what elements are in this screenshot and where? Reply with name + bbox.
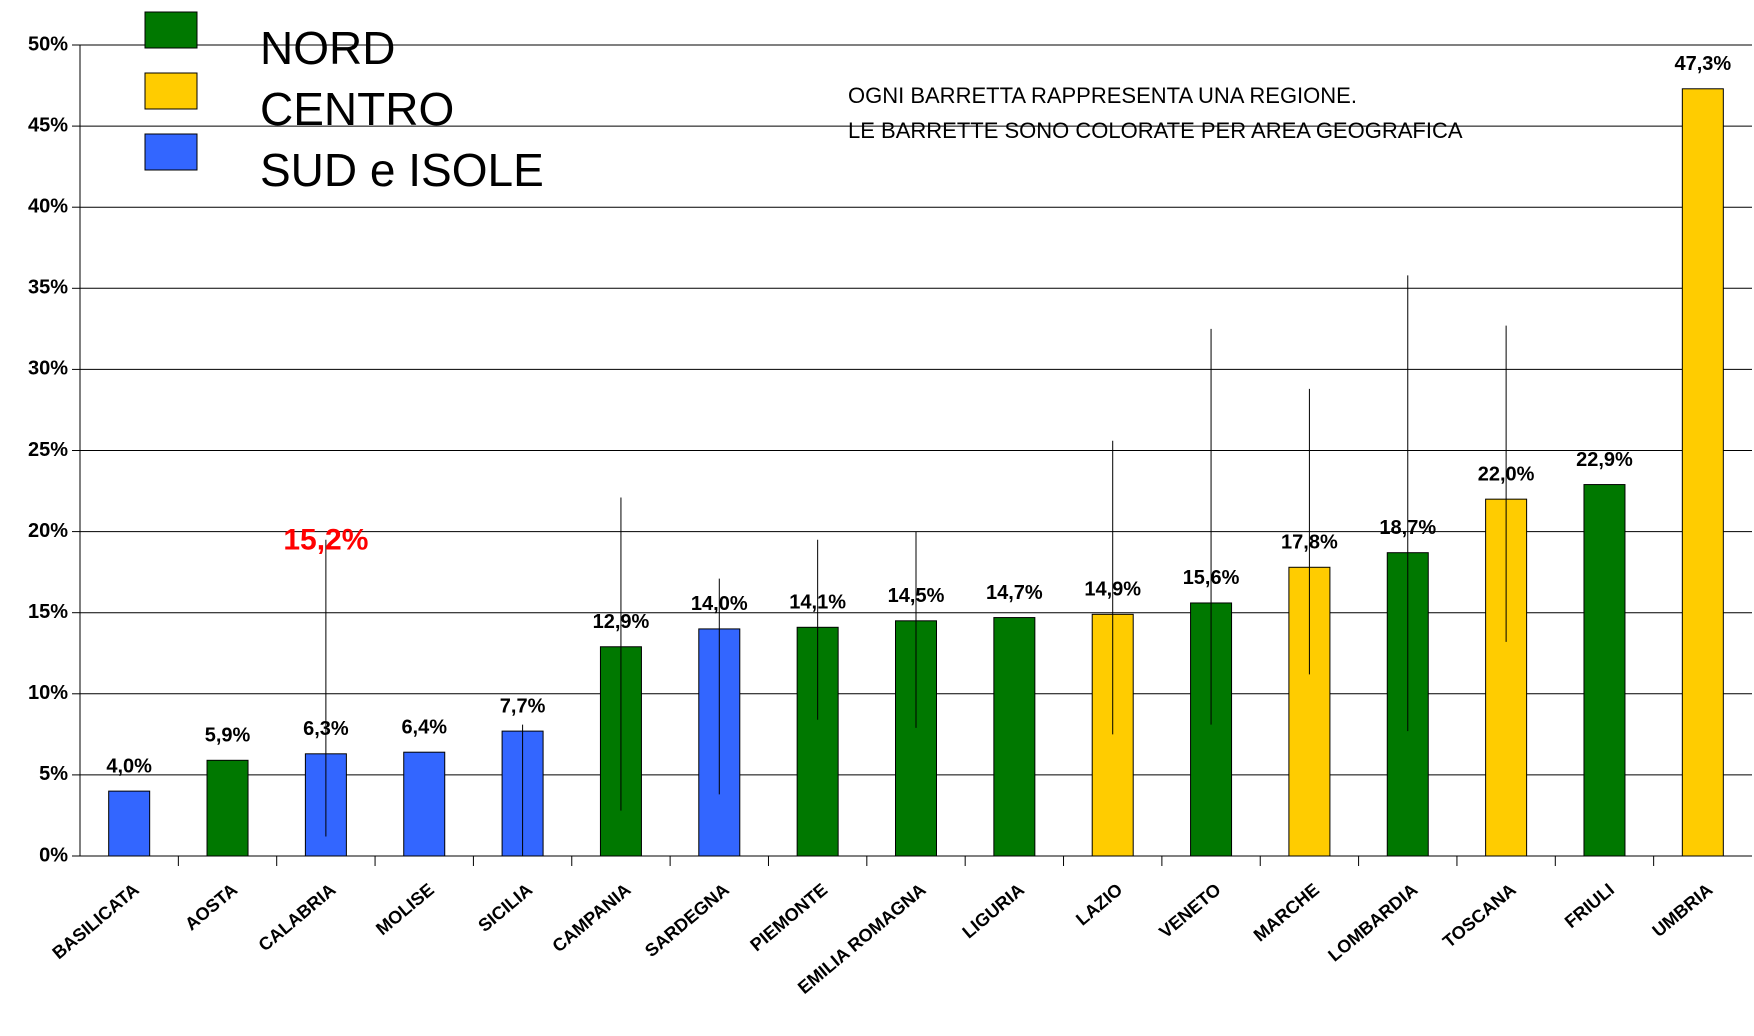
bar: [993, 617, 1036, 857]
y-tick-label: 40%: [28, 195, 68, 217]
bar: [1681, 88, 1724, 857]
x-tick-label: UMBRIA: [1648, 879, 1716, 941]
legend-label: CENTRO: [260, 83, 454, 135]
x-tick-label: CAMPANIA: [548, 879, 634, 956]
y-tick-label: 25%: [28, 439, 68, 461]
x-tick-label: BASILICATA: [48, 879, 142, 963]
data-label: 47,3%: [1674, 53, 1731, 75]
y-tick-label: 15%: [28, 601, 68, 623]
y-tick-label: 10%: [28, 682, 68, 704]
x-tick-label: SICILIA: [474, 879, 536, 935]
highlight-label: 15,2%: [283, 524, 368, 557]
data-label: 7,7%: [500, 695, 546, 717]
data-label: 5,9%: [205, 725, 251, 747]
x-tick-label: PIEMONTE: [746, 879, 831, 955]
bar: [108, 790, 151, 857]
legend-label: SUD e ISOLE: [260, 144, 544, 196]
data-label: 22,9%: [1576, 449, 1633, 471]
legend-swatch: [144, 72, 198, 110]
legend-swatch: [144, 133, 198, 171]
x-tick-label: LOMBARDIA: [1324, 879, 1421, 965]
x-tick-label: FRIULI: [1561, 879, 1618, 932]
x-tick-label: LIGURIA: [958, 879, 1028, 942]
x-tick-label: SARDEGNA: [641, 879, 733, 961]
bar: [403, 751, 446, 857]
data-label: 14,7%: [986, 582, 1043, 604]
annotation: LE BARRETTE SONO COLORATE PER AREA GEOGR…: [848, 118, 1463, 143]
legend-swatch: [144, 11, 198, 49]
x-tick-label: LAZIO: [1072, 879, 1126, 929]
x-tick-label: CALABRIA: [255, 879, 340, 955]
data-label: 6,4%: [401, 716, 447, 738]
y-tick-label: 35%: [28, 277, 68, 299]
x-tick-label: MARCHE: [1250, 879, 1323, 945]
x-tick-label: VENETO: [1155, 879, 1224, 942]
bar: [206, 759, 249, 857]
y-tick-label: 20%: [28, 520, 68, 542]
x-tick-label: TOSCANA: [1439, 879, 1520, 951]
y-tick-label: 5%: [39, 763, 68, 785]
data-label: 4,0%: [106, 755, 152, 777]
y-tick-label: 0%: [39, 844, 68, 866]
x-tick-label: MOLISE: [372, 879, 438, 939]
x-tick-label: AOSTA: [181, 879, 241, 934]
y-tick-label: 50%: [28, 33, 68, 55]
legend-label: NORD: [260, 22, 395, 74]
bar: [1583, 484, 1626, 857]
y-tick-label: 30%: [28, 358, 68, 380]
annotation: OGNI BARRETTA RAPPRESENTA UNA REGIONE.: [848, 83, 1357, 108]
y-tick-label: 45%: [28, 114, 68, 136]
